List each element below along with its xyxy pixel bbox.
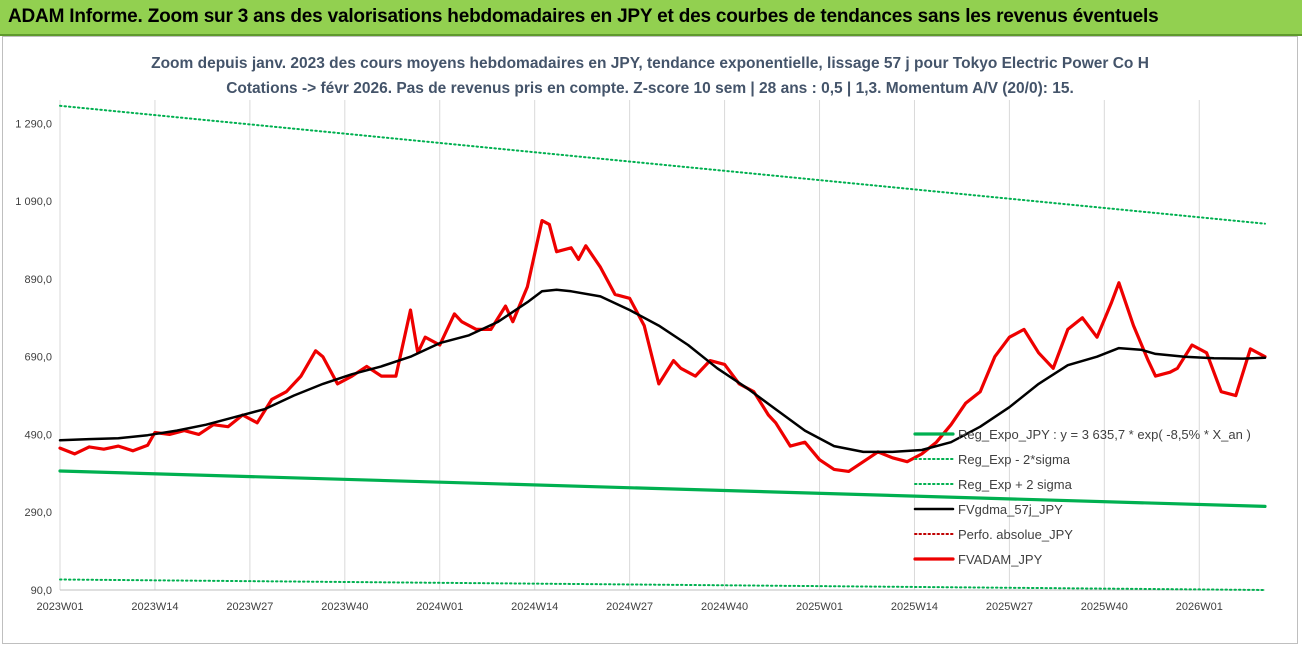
x-tick-label: 2024W40 <box>701 601 748 613</box>
y-tick-label: 90,0 <box>31 585 52 597</box>
x-axis-ticks: 2023W01 2023W14 2023W27 2023W40 2024W01 2024W… <box>36 601 1222 613</box>
x-tick-label: 2024W14 <box>511 601 558 613</box>
y-tick-label: 1 290,0 <box>15 118 52 130</box>
y-tick-label: 890,0 <box>24 274 52 286</box>
series-line-3 <box>58 288 1267 454</box>
chart-title-line1: Zoom depuis janv. 2023 des cours moyens … <box>151 55 1149 72</box>
series-lines <box>58 104 1267 591</box>
legend-label: Perfo. absolue_JPY <box>958 527 1073 542</box>
x-tick-label: 2025W40 <box>1081 601 1128 613</box>
y-tick-label: 490,0 <box>24 429 52 441</box>
x-tick-label: 2024W27 <box>606 601 653 613</box>
legend-label: FVgdma_57j_JPY <box>958 502 1063 517</box>
series-line-0 <box>58 469 1267 508</box>
report-banner: ADAM Informe. Zoom sur 3 ans des valoris… <box>0 0 1302 36</box>
legend-label: Reg_Exp - 2*sigma <box>958 452 1071 467</box>
x-tick-label: 2026W01 <box>1176 601 1223 613</box>
x-tick-label: 2025W01 <box>796 601 843 613</box>
series-line-2 <box>59 104 1266 225</box>
x-tick-label: 2023W14 <box>131 601 178 613</box>
x-tick-label: 2023W27 <box>226 601 273 613</box>
chart-frame <box>2 36 1298 644</box>
x-tick-label: 2023W01 <box>36 601 83 613</box>
y-tick-label: 690,0 <box>24 352 52 364</box>
legend-label: Reg_Exp + 2 sigma <box>958 477 1073 492</box>
report-banner-title: ADAM Informe. Zoom sur 3 ans des valoris… <box>8 6 1159 27</box>
y-axis-ticks: 90,0 290,0 490,0 690,0 890,0 1 090,0 1 290,0 <box>15 118 52 597</box>
x-tick-label: 2025W27 <box>986 601 1033 613</box>
series-line-5 <box>58 219 1267 473</box>
series-line-1 <box>59 578 1266 591</box>
y-tick-label: 290,0 <box>24 507 52 519</box>
x-tick-label: 2025W14 <box>891 601 938 613</box>
legend-label: Reg_Expo_JPY : y = 3 635,7 * exp( -8,5% … <box>958 427 1251 442</box>
x-tick-label: 2024W01 <box>416 601 463 613</box>
x-tick-label: 2023W40 <box>321 601 368 613</box>
chart-title-line2: Cotations -> févr 2026. Pas de revenus p… <box>226 80 1074 97</box>
vertical-gridlines <box>59 100 1265 591</box>
y-tick-label: 1 090,0 <box>15 196 52 208</box>
legend-label: FVADAM_JPY <box>958 552 1043 567</box>
chart-legend: Reg_Expo_JPY : y = 3 635,7 * exp( -8,5% … <box>913 427 1251 567</box>
